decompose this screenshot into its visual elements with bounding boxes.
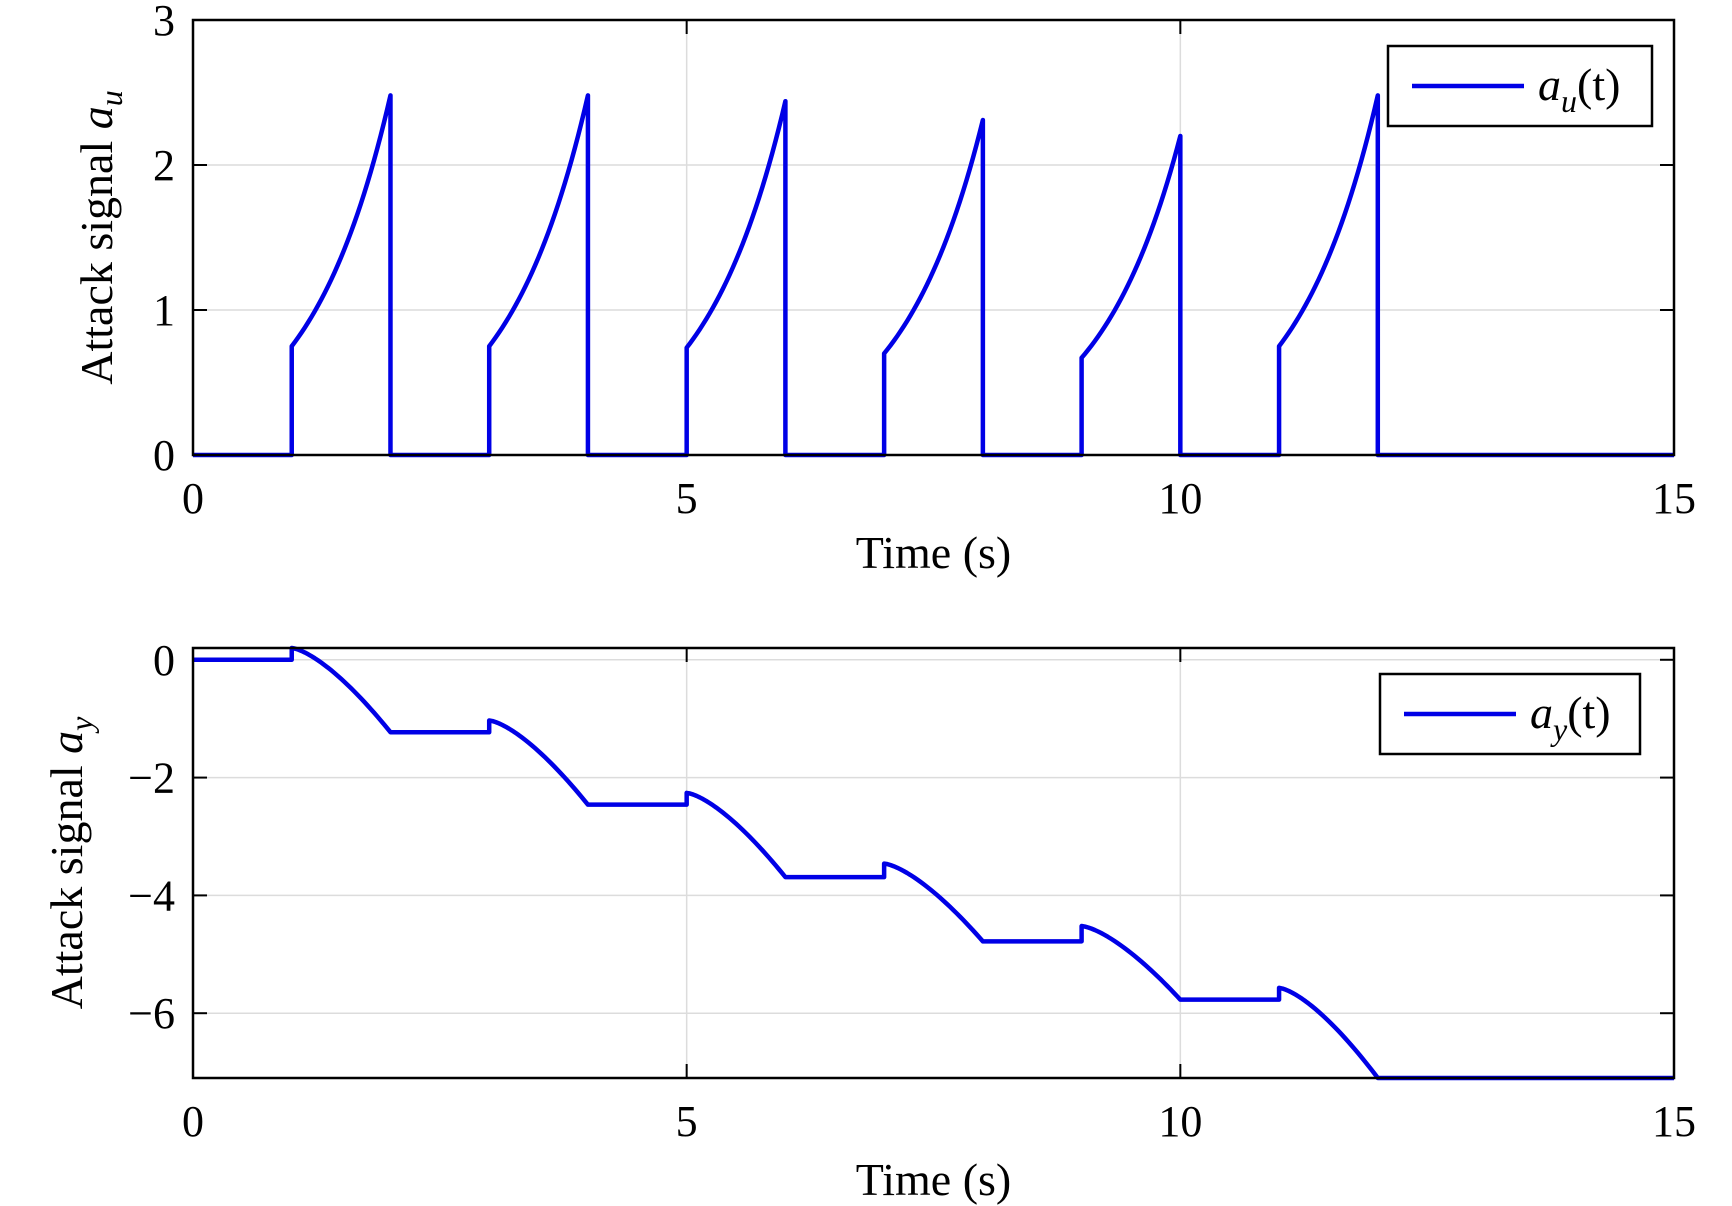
y-tick-label: 0 [153,431,175,480]
legend-label: ay(t) [1530,687,1611,747]
series-line-a-u [193,93,1674,458]
plot-frame [191,646,1676,1080]
y-tick-label: 2 [153,141,175,190]
y-tick-label: 1 [153,286,175,335]
x-tick-label: 0 [182,474,204,523]
legend: ay(t) [1378,672,1642,756]
tick-labels: 0 5 10 15 0 1 2 3 [153,0,1696,523]
x-tick-label: 0 [182,1097,204,1146]
x-tick-label: 15 [1652,1097,1696,1146]
x-tick-label: 10 [1158,1097,1202,1146]
series-line-a-y [193,645,1674,1081]
x-tick-label: 15 [1652,474,1696,523]
y-axis-label: Attack signal ay [41,716,99,1010]
legend-label: au(t) [1538,59,1620,119]
x-axis-label: Time (s) [856,527,1012,578]
x-tick-label: 10 [1158,474,1202,523]
y-axis-label: Attack signal au [71,90,129,385]
y-tick-label: −4 [128,871,175,920]
x-axis-label: Time (s) [856,1154,1012,1205]
plot-frame [191,18,1676,457]
y-tick-label: −2 [128,754,175,803]
legend: au(t) [1386,44,1654,128]
y-tick-label: 3 [153,0,175,45]
y-tick-label: 0 [153,636,175,685]
chart-attack-signal-u: 0 5 10 15 0 1 2 3 au(t) Time (s) Attack signal … [71,0,1696,578]
chart-attack-signal-y: 0 5 10 15 0 −2 −4 −6 ay(t) Time (s) Attack sign… [41,636,1696,1205]
x-tick-label: 5 [676,474,698,523]
tick-labels: 0 5 10 15 0 −2 −4 −6 [128,636,1696,1146]
y-tick-label: −6 [128,989,175,1038]
x-tick-label: 5 [676,1097,698,1146]
